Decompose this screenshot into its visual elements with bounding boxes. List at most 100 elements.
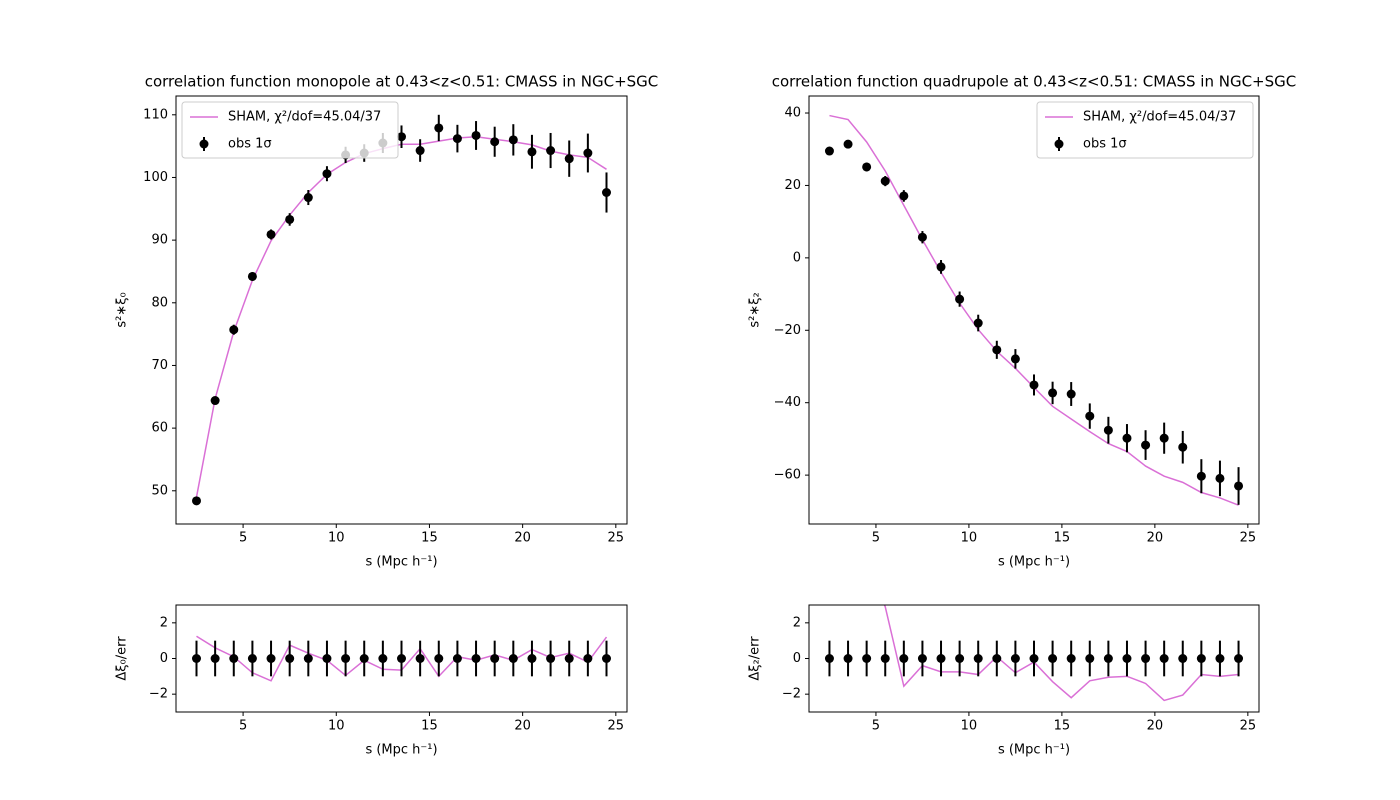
data-point [471,130,481,140]
x-tick-label: 20 [1147,719,1164,734]
axes: 5 10 15 20 25 50 60 70 80 90 100 110 correlation fun… [115,73,659,570]
data-point [899,654,909,663]
data-point [1196,471,1206,481]
data-point [397,654,406,663]
x-axis-label: s (Mpc h⁻¹) [998,743,1070,758]
axes: 5 10 15 20 25 −2 0 2 s (Mpc h⁻¹) Δξ₂/err [748,604,1260,758]
data-point [527,654,537,663]
plot-area [192,114,611,506]
data-point [508,654,518,663]
data-point [917,232,927,242]
data-point [862,162,872,172]
data-point [452,134,462,144]
y-tick-label: 100 [143,170,168,185]
data-point [415,146,425,156]
x-tick-label: 15 [1054,719,1071,734]
x-tick-label: 5 [239,719,247,734]
data-point [1159,654,1169,663]
data-point [1029,380,1039,390]
data-point [1085,654,1095,663]
data-point [210,654,220,663]
axes-frame [175,95,628,525]
y-tick-label: 0 [793,250,801,265]
data-point [936,654,946,663]
axes-frame [175,604,628,713]
x-tick-label: 25 [608,719,625,734]
y-tick-label: 90 [151,233,168,248]
x-tick-label: 20 [1147,531,1164,546]
legend-box [181,101,399,159]
chart-title: correlation function monopole at 0.43<z<… [145,73,659,91]
data-point [1141,440,1151,450]
chart-title: correlation function quadrupole at 0.43<… [772,73,1296,91]
x-tick-label: 15 [421,719,438,734]
data-point [955,294,965,304]
data-point [303,193,313,203]
y-tick-label: 2 [793,615,801,630]
data-point [824,146,834,156]
data-point [1178,654,1188,663]
legend: SHAM, χ²/dof=45.04/37 obs 1σ [181,101,399,159]
axes-frame [808,604,1260,713]
data-point [1010,354,1020,364]
data-point [880,176,890,186]
legend-swatch [1054,139,1064,149]
data-point [973,318,983,328]
data-point [1066,389,1076,399]
data-point [1103,654,1113,663]
legend-label: obs 1σ [228,137,272,152]
data-point [955,654,965,663]
data-point [602,654,611,663]
data-point [359,654,369,663]
y-tick-label: 50 [151,483,168,498]
axes-frame [808,95,1260,525]
data-point [1122,654,1132,663]
data-point [917,654,927,663]
y-axis-label: s²∗ξ₂ [748,292,763,327]
data-point [508,135,518,145]
data-point [546,146,556,156]
y-tick-label: 80 [151,295,168,310]
data-point [192,496,201,506]
data-point [452,654,462,663]
legend-label: SHAM, χ²/dof=45.04/37 [1083,110,1236,125]
data-point [1234,654,1244,663]
x-axis-label: s (Mpc h⁻¹) [365,555,437,570]
x-tick-label: 20 [514,719,531,734]
data-point [936,262,946,272]
data-point [266,654,276,663]
data-point [434,654,444,663]
data-point [285,654,295,663]
x-tick-label: 10 [328,531,345,546]
axes: 5 10 15 20 25 −2 0 2 s (Mpc h⁻¹) Δξ₀/err [115,604,628,758]
y-axis-label: Δξ₀/err [115,636,130,681]
y-tick-label: 60 [151,421,168,436]
data-point [992,654,1002,663]
model-line [829,114,1239,506]
data-point [247,271,257,281]
y-axis-label: s²∗ξ₀ [115,292,130,327]
y-tick-label: 40 [784,106,801,121]
plot-area [824,114,1244,506]
data-point [341,654,351,663]
x-tick-label: 20 [514,531,531,546]
data-point [247,654,257,663]
data-point [899,191,909,201]
x-tick-label: 5 [239,531,247,546]
data-point [973,654,983,663]
y-tick-label: −60 [774,468,801,483]
legend-label: SHAM, χ²/dof=45.04/37 [228,110,381,125]
data-point [1103,425,1113,435]
data-point [266,229,276,239]
x-tick-label: 15 [1054,531,1071,546]
y-tick-label: 70 [151,358,168,373]
axes: 5 10 15 20 25 −60 −40 −20 0 20 40 correlation funct… [748,73,1297,570]
x-tick-label: 10 [961,719,978,734]
data-point [378,654,388,663]
x-tick-label: 10 [328,719,345,734]
y-tick-label: −20 [774,323,801,338]
y-axis-label: Δξ₂/err [748,636,763,681]
data-point [1141,654,1151,663]
data-point [434,123,444,133]
